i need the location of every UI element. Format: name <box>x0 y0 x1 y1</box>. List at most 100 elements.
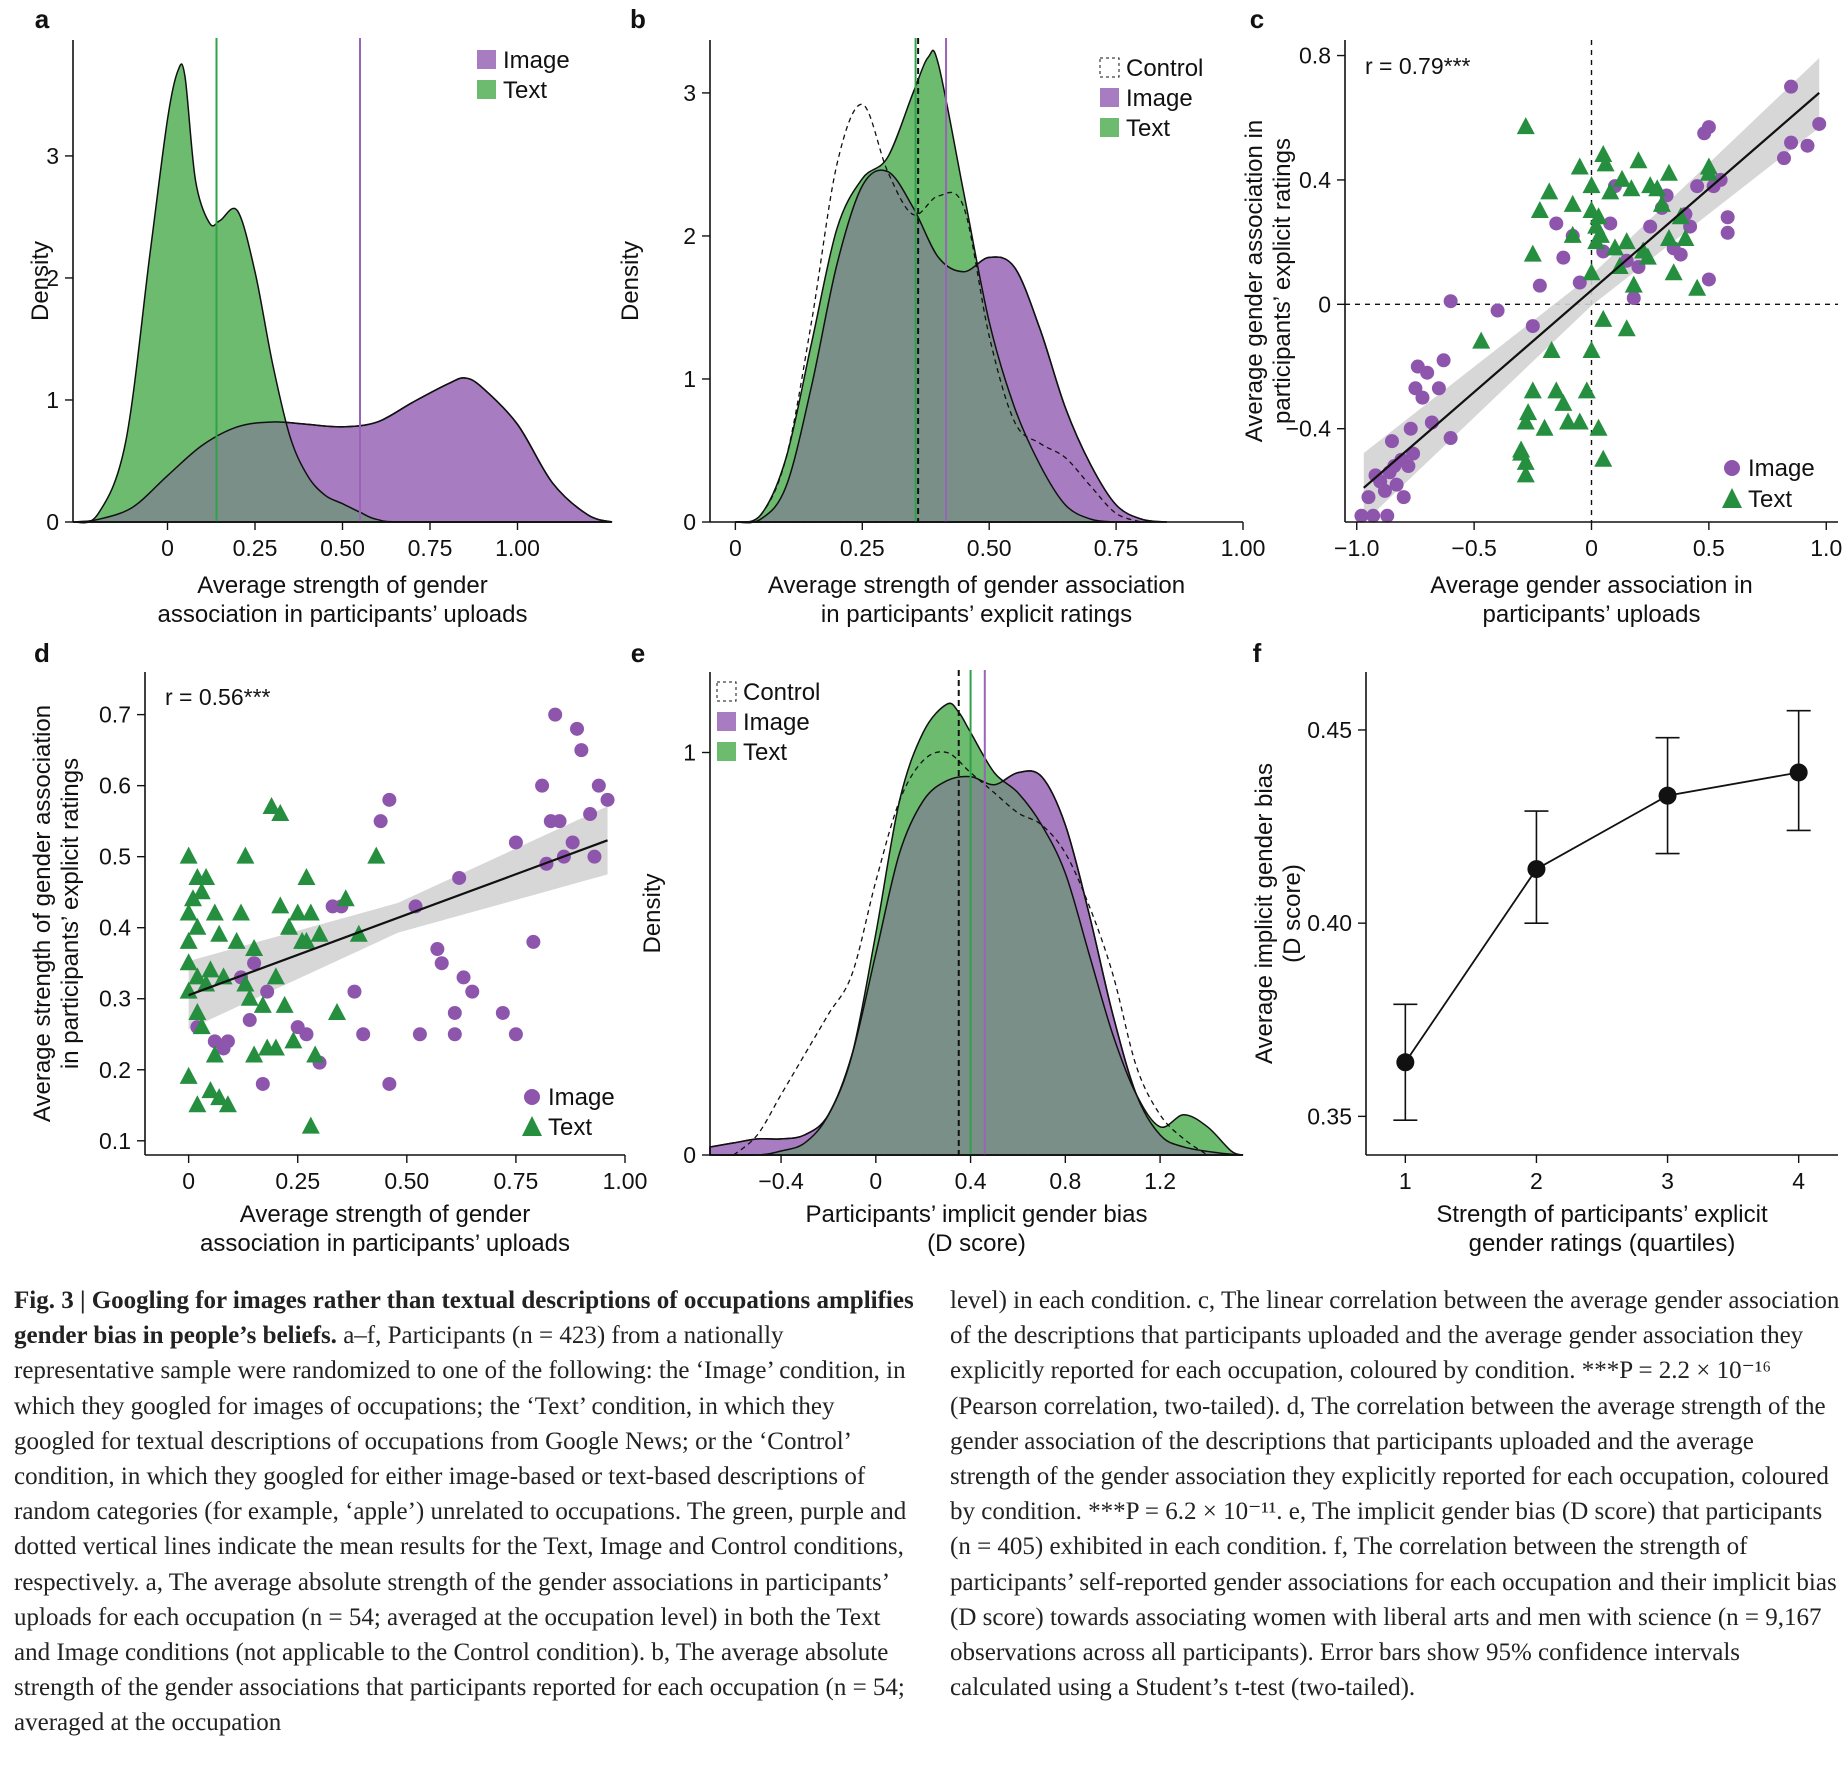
text-point <box>1582 176 1601 194</box>
text-point <box>266 1038 285 1056</box>
image-point <box>583 807 598 822</box>
text-point <box>1617 232 1636 250</box>
fit-line <box>1363 92 1820 489</box>
y-axis-title: Average gender association in <box>1241 120 1268 442</box>
y-axis-title: participants’ explicit ratings <box>1269 138 1296 424</box>
image-point <box>1403 421 1418 436</box>
legend-label-image: Image <box>503 47 570 74</box>
legend-text-marker <box>1722 488 1742 508</box>
text-point <box>1594 449 1613 467</box>
image-point <box>1549 216 1564 231</box>
text-point <box>1516 465 1535 483</box>
image-point <box>1366 508 1381 523</box>
panel-e: e −0.4 0 0.4 0.8 1.2 0 1 Participants’ implicit … <box>631 638 1244 1257</box>
text-point <box>1554 393 1573 411</box>
y-axis-title: Density <box>639 873 666 953</box>
image-point <box>382 1076 397 1091</box>
text-point <box>262 796 281 814</box>
text-point <box>1622 179 1641 197</box>
text-point <box>1516 117 1535 135</box>
text-point <box>1472 331 1491 349</box>
image-point <box>242 1013 257 1028</box>
mean-point <box>1658 786 1677 805</box>
panel-label-d: d <box>34 638 50 668</box>
text-point <box>240 988 259 1006</box>
image-point <box>535 778 550 793</box>
image-point <box>1800 138 1815 153</box>
image-point <box>447 1027 462 1042</box>
text-point <box>367 846 386 864</box>
y-tick-label: 0 <box>1318 291 1331 317</box>
image-point <box>299 1027 314 1042</box>
text-point <box>1570 157 1589 175</box>
caption-left-column: Fig. 3 | Googling for images rather than… <box>14 1283 919 1741</box>
text-point <box>236 846 255 864</box>
text-point <box>179 903 198 921</box>
text-point <box>1587 232 1606 250</box>
caption-right-column: level) in each condition. c, The linear … <box>950 1283 1840 1705</box>
legend-image-marker <box>524 1089 540 1105</box>
mean-point <box>1527 860 1546 879</box>
image-point <box>1556 250 1571 265</box>
text-point <box>1659 229 1678 247</box>
x-tick-label: 0 <box>1585 535 1598 561</box>
legend-label-control: Control <box>1126 55 1203 82</box>
x-tick-label: 3 <box>1661 1168 1674 1194</box>
image-point <box>1420 365 1435 380</box>
x-tick-label: 0.25 <box>275 1168 320 1194</box>
x-tick-label: 0 <box>161 535 174 561</box>
y-tick-label: 0.3 <box>99 986 131 1012</box>
y-axis-title: Average implicit gender bias <box>1251 763 1278 1064</box>
image-point <box>548 707 563 722</box>
text-point <box>1563 194 1582 212</box>
text-point <box>1540 182 1559 200</box>
text-point <box>1519 403 1538 421</box>
legend-swatch-text <box>477 80 496 99</box>
image-point <box>1380 508 1395 523</box>
x-tick-label: 0 <box>869 1168 882 1194</box>
text-point <box>1570 412 1589 430</box>
image-point <box>1361 490 1376 505</box>
image-point <box>1384 434 1399 449</box>
text-point <box>232 903 250 921</box>
image-point <box>1784 135 1799 150</box>
text-point <box>297 867 316 885</box>
text-point <box>1577 381 1596 399</box>
x-axis-title: association in participants’ uploads <box>158 601 528 628</box>
caption-left-body: a–f, Participants (n = 423) from a natio… <box>14 1322 907 1737</box>
image-point <box>1784 79 1799 94</box>
text-point <box>192 882 211 900</box>
image-point <box>1812 116 1827 131</box>
legend-label-text: Text <box>743 739 787 766</box>
image-point <box>552 814 567 829</box>
text-point <box>227 931 246 949</box>
x-axis-title: Strength of participants’ explicit <box>1436 1201 1768 1228</box>
text-point <box>188 1095 207 1113</box>
text-point <box>205 903 224 921</box>
text-point <box>301 1116 320 1134</box>
text-point <box>1582 263 1601 281</box>
text-point <box>1547 381 1566 399</box>
y-tick-label: 0.2 <box>99 1057 131 1083</box>
x-axis-title: participants’ uploads <box>1483 601 1701 628</box>
x-tick-label: 0.25 <box>233 535 278 561</box>
text-point <box>1559 412 1578 430</box>
image-point <box>1643 219 1658 234</box>
x-tick-label: 0.25 <box>840 535 885 561</box>
image-point <box>1406 446 1421 461</box>
panel-c: c −1.0 −0.5 0 0.5 1.0 −0.4 0 0.4 0.8 Average gende… <box>1241 4 1842 628</box>
legend-label-image: Image <box>743 709 810 736</box>
x-tick-label: −0.5 <box>1451 535 1496 561</box>
overlap-density <box>735 170 1142 523</box>
fit-line <box>188 839 608 997</box>
y-tick-label: 0.4 <box>1299 167 1331 193</box>
image-point <box>565 835 580 850</box>
x-axis-title: (D score) <box>927 1230 1026 1257</box>
legend-label-text: Text <box>1748 486 1792 513</box>
y-axis-title: Average strength of gender association <box>29 705 56 1122</box>
text-point <box>201 1081 220 1099</box>
y-tick-label: 0 <box>683 1142 696 1168</box>
text-point <box>1523 381 1542 399</box>
text-point <box>1563 225 1582 243</box>
image-point <box>1389 477 1404 492</box>
